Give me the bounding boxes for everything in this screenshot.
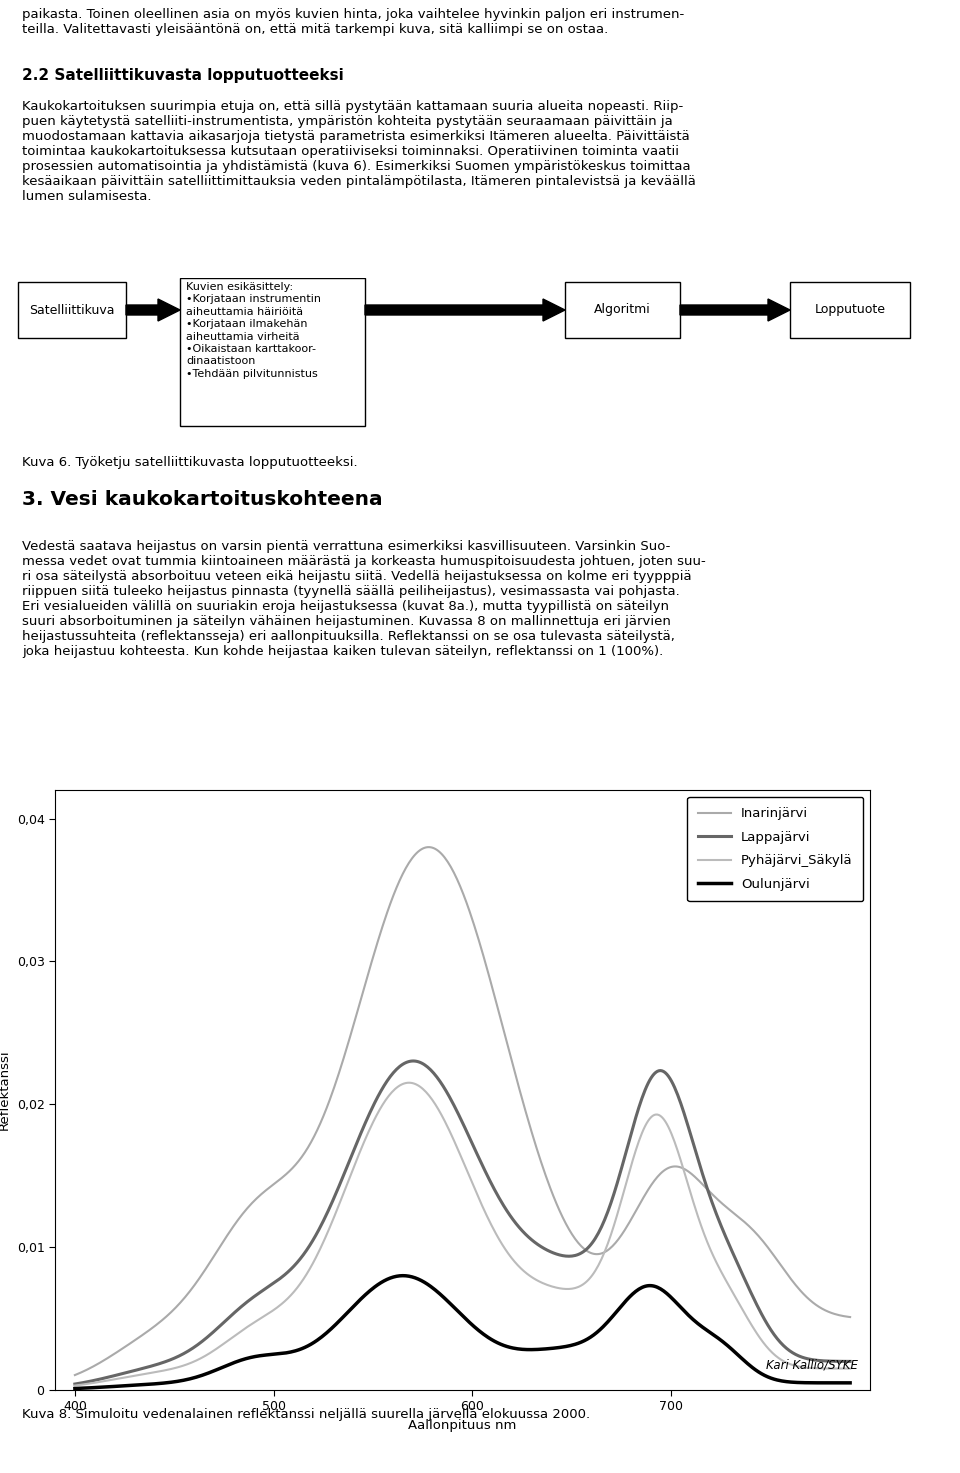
- Text: Kuva 8. Simuloitu vedenalainen reflektanssi neljällä suurella järvellä elokuussa: Kuva 8. Simuloitu vedenalainen reflektan…: [22, 1408, 590, 1421]
- Legend: Inarinjärvi, Lappajärvi, Pyhäjärvi_Säkylä, Oulunjärvi: Inarinjärvi, Lappajärvi, Pyhäjärvi_Säkyl…: [687, 797, 863, 901]
- Text: Satelliittikuva: Satelliittikuva: [29, 303, 115, 317]
- Oulunjärvi: [439, 1289, 450, 1307]
- Inarinjärvi: [707, 1184, 718, 1202]
- Inarinjärvi: [532, 1143, 543, 1161]
- Inarinjärvi: [69, 1367, 81, 1385]
- Lappajärvi: [828, 1352, 839, 1370]
- Lappajärvi: [845, 1352, 856, 1370]
- Lappajärvi: [69, 1376, 81, 1393]
- Pyhäjärvi_Säkylä: [439, 1112, 450, 1130]
- Text: Kaukokartoituksen suurimpia etuja on, että sillä pystytään kattamaan suuria alue: Kaukokartoituksen suurimpia etuja on, et…: [22, 100, 696, 203]
- Text: paikasta. Toinen oleellinen asia on myös kuvien hinta, joka vaihtelee hyvinkin p: paikasta. Toinen oleellinen asia on myös…: [22, 7, 684, 35]
- Oulunjärvi: [707, 1324, 718, 1342]
- Oulunjärvi: [69, 1380, 81, 1398]
- Inarinjärvi: [828, 1305, 839, 1323]
- Line: Oulunjärvi: Oulunjärvi: [75, 1276, 851, 1389]
- Text: Vedestä saatava heijastus on varsin pientä verrattuna esimerkiksi kasvillisuutee: Vedestä saatava heijastus on varsin pien…: [22, 541, 706, 658]
- Pyhäjärvi_Säkylä: [845, 1360, 856, 1377]
- Y-axis label: Reflektanssi: Reflektanssi: [0, 1050, 12, 1130]
- Lappajärvi: [444, 1087, 455, 1105]
- Inarinjärvi: [444, 856, 455, 873]
- Pyhäjärvi_Säkylä: [444, 1121, 455, 1139]
- Pyhäjärvi_Säkylä: [69, 1377, 81, 1395]
- Pyhäjärvi_Säkylä: [707, 1243, 718, 1261]
- Lappajärvi: [491, 1183, 502, 1200]
- Text: Lopputuote: Lopputuote: [814, 303, 885, 317]
- Oulunjärvi: [845, 1374, 856, 1392]
- Text: Kuva 6. Työketju satelliittikuvasta lopputuotteeksi.: Kuva 6. Työketju satelliittikuvasta lopp…: [22, 457, 358, 468]
- Bar: [18, 281, 126, 337]
- Oulunjärvi: [491, 1333, 502, 1351]
- Pyhäjärvi_Säkylä: [532, 1271, 543, 1289]
- X-axis label: Aallonpituus nm: Aallonpituus nm: [408, 1418, 516, 1432]
- Lappajärvi: [439, 1080, 450, 1097]
- Polygon shape: [680, 299, 790, 321]
- Inarinjärvi: [439, 848, 450, 866]
- Oulunjärvi: [828, 1374, 839, 1392]
- Pyhäjärvi_Säkylä: [828, 1360, 839, 1377]
- Text: 2.2 Satelliittikuvasta lopputuotteeksi: 2.2 Satelliittikuvasta lopputuotteeksi: [22, 68, 344, 82]
- Line: Lappajärvi: Lappajärvi: [75, 1061, 851, 1385]
- Line: Pyhäjärvi_Säkylä: Pyhäjärvi_Säkylä: [75, 1083, 851, 1386]
- Text: 3. Vesi kaukokartoituskohteena: 3. Vesi kaukokartoituskohteena: [22, 491, 383, 510]
- Lappajärvi: [408, 1052, 420, 1069]
- Pyhäjärvi_Säkylä: [491, 1224, 502, 1242]
- Text: Algoritmi: Algoritmi: [594, 303, 651, 317]
- Inarinjärvi: [491, 993, 502, 1010]
- Text: Kuvien esikäsittely:
•Korjataan instrumentin
aiheuttamia häiriöitä
•Korjataan il: Kuvien esikäsittely: •Korjataan instrume…: [186, 281, 321, 379]
- Oulunjärvi: [444, 1293, 455, 1311]
- Bar: [180, 278, 365, 426]
- Lappajärvi: [532, 1236, 543, 1254]
- Inarinjärvi: [845, 1308, 856, 1326]
- Text: Kari Kallio/SYKE: Kari Kallio/SYKE: [766, 1360, 858, 1371]
- Polygon shape: [126, 299, 180, 321]
- Pyhäjärvi_Säkylä: [403, 1074, 415, 1091]
- Polygon shape: [365, 299, 565, 321]
- Oulunjärvi: [396, 1267, 408, 1284]
- Lappajärvi: [707, 1193, 718, 1211]
- Oulunjärvi: [532, 1340, 543, 1358]
- Line: Inarinjärvi: Inarinjärvi: [75, 847, 851, 1376]
- Inarinjärvi: [423, 838, 435, 856]
- Bar: [565, 281, 680, 337]
- Bar: [790, 281, 910, 337]
